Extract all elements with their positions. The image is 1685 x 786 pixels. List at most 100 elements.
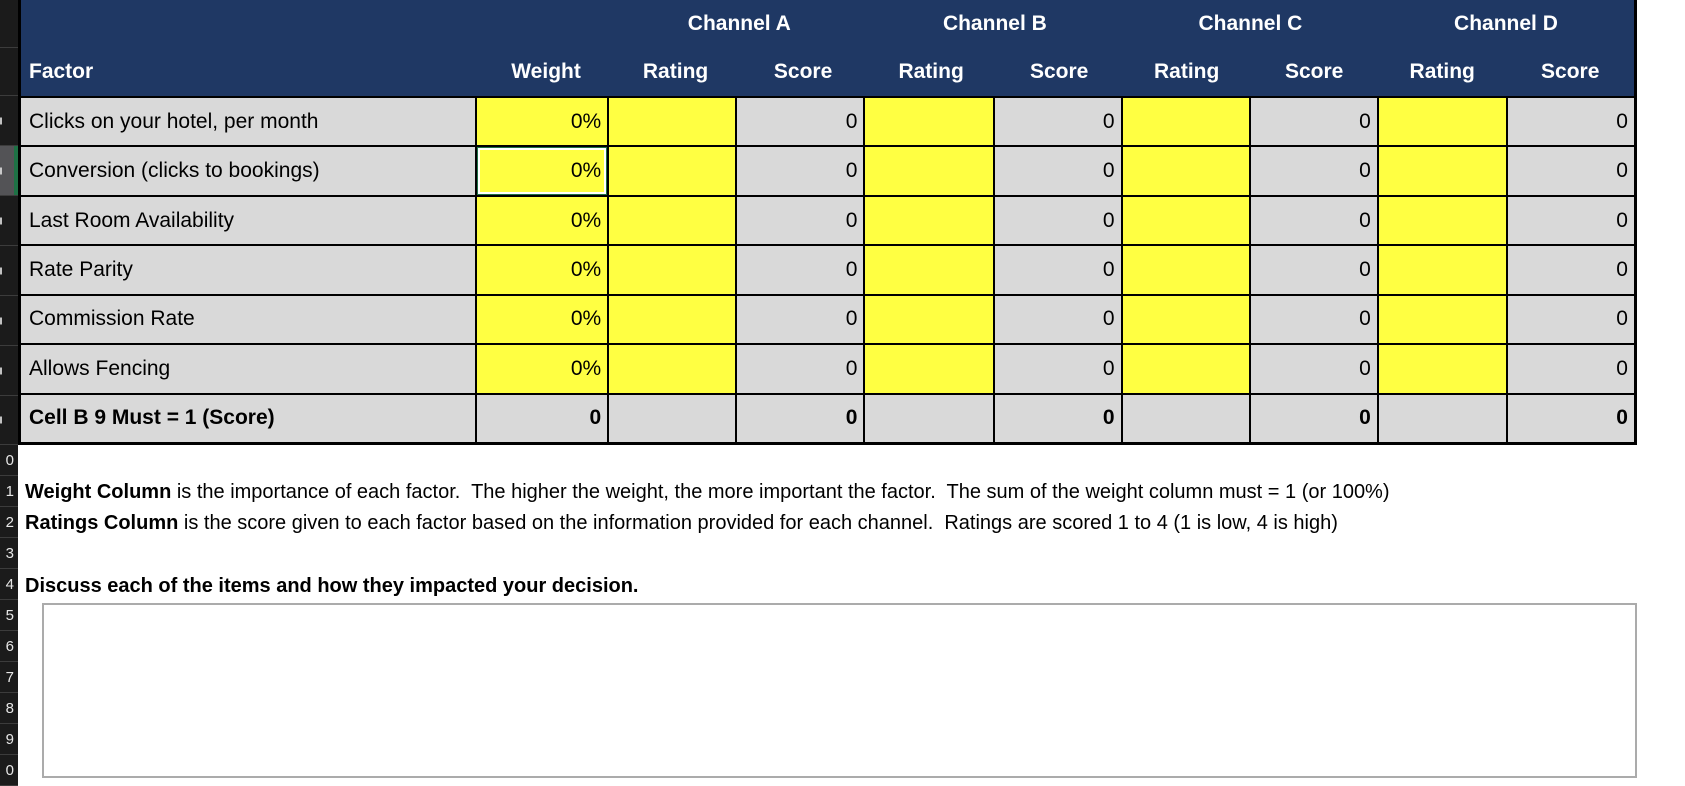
rating-cell[interactable] [1378,295,1506,344]
total-score-cell[interactable]: 0 [737,394,864,442]
rating-cell[interactable] [1378,246,1506,294]
factor-cell[interactable]: Last Room Availability [21,196,476,245]
factor-cell[interactable]: Allows Fencing [21,345,476,393]
rating-cell[interactable] [609,196,736,245]
total-rating-cell[interactable] [609,394,736,442]
score-cell[interactable]: 0 [1507,98,1634,146]
score-cell[interactable]: 0 [994,345,1121,393]
weight-cell[interactable]: 0% [477,196,608,245]
rating-column-header[interactable]: Rating [1409,60,1475,83]
row-header[interactable]: 7 [0,662,18,693]
total-rating-cell[interactable] [1378,394,1506,442]
row-header[interactable]: 0 [0,445,18,476]
rating-column-header[interactable]: Rating [642,60,709,83]
rating-cell[interactable] [1378,98,1506,146]
header-blank-cell[interactable] [21,0,612,48]
rating-cell[interactable] [1378,196,1506,245]
score-cell[interactable]: 0 [994,196,1121,245]
row-header[interactable] [0,346,18,396]
weight-cell[interactable]: 0% [477,246,608,294]
factor-cell[interactable]: Commission Rate [21,295,476,344]
score-column-header[interactable]: Score [1029,60,1089,83]
score-cell[interactable]: 0 [1250,295,1377,344]
score-cell[interactable]: 0 [994,98,1121,146]
row-header[interactable] [0,296,18,346]
rating-cell[interactable] [609,246,736,294]
total-rating-cell[interactable] [865,394,993,442]
total-score-cell[interactable]: 0 [1507,394,1634,442]
score-cell[interactable]: 0 [737,345,864,393]
rating-cell[interactable] [609,147,736,195]
weight-cell[interactable]: 0% [477,295,608,344]
rating-cell[interactable] [609,98,736,146]
total-weight-cell[interactable]: 0 [477,394,608,442]
rating-cell[interactable] [865,345,993,393]
score-cell[interactable]: 0 [994,295,1121,344]
factor-cell[interactable]: Clicks on your hotel, per month [21,98,476,146]
rating-cell[interactable] [1122,196,1249,245]
discussion-textbox[interactable] [42,603,1637,778]
row-header[interactable] [0,196,18,246]
factor-cell[interactable]: Rate Parity [21,246,476,294]
score-cell[interactable]: 0 [737,98,864,146]
rating-cell[interactable] [865,147,993,195]
rating-cell[interactable] [1378,345,1506,393]
row-header[interactable]: 4 [0,569,18,600]
channel-a-header[interactable]: Channel A [687,12,791,35]
rating-cell[interactable] [1122,246,1249,294]
rating-cell[interactable] [1122,147,1249,195]
score-cell[interactable]: 0 [994,246,1121,294]
rating-cell[interactable] [865,246,993,294]
factor-column-header[interactable]: Factor [29,60,94,83]
weight-cell[interactable]: 0% [477,345,608,393]
score-cell[interactable]: 0 [737,147,864,195]
row-header[interactable] [0,96,18,146]
rating-cell[interactable] [865,295,993,344]
rating-cell[interactable] [1122,345,1249,393]
score-cell[interactable]: 0 [1507,345,1634,393]
score-cell[interactable]: 0 [994,147,1121,195]
row-header[interactable]: 0 [0,755,18,786]
rating-cell[interactable] [865,98,993,146]
score-cell[interactable]: 0 [1250,345,1377,393]
score-cell[interactable]: 0 [1507,196,1634,245]
weight-column-header[interactable]: Weight [511,60,581,83]
score-cell[interactable]: 0 [1507,246,1634,294]
row-header[interactable]: 9 [0,724,18,755]
score-cell[interactable]: 0 [737,295,864,344]
row-header[interactable]: 2 [0,507,18,538]
row-header[interactable]: 1 [0,476,18,507]
channel-d-header[interactable]: Channel D [1454,12,1558,35]
score-cell[interactable]: 0 [1250,196,1377,245]
row-header[interactable] [0,48,18,96]
row-header[interactable] [0,0,18,48]
row-header[interactable] [0,396,18,445]
weight-cell[interactable]: 0% [477,98,608,146]
rating-column-header[interactable]: Rating [898,60,964,83]
row-header[interactable]: 5 [0,600,18,631]
score-cell[interactable]: 0 [1507,295,1634,344]
rating-cell[interactable] [609,345,736,393]
row-header[interactable] [0,246,18,296]
score-cell[interactable]: 0 [737,196,864,245]
score-cell[interactable]: 0 [1250,147,1377,195]
channel-b-header[interactable]: Channel B [942,12,1047,35]
rating-cell[interactable] [1122,295,1249,344]
score-column-header[interactable]: Score [773,60,833,83]
row-header-selected[interactable] [0,146,18,196]
score-cell[interactable]: 0 [1250,98,1377,146]
rating-column-header[interactable]: Rating [1153,60,1220,83]
total-row-label-cell[interactable]: Cell B 9 Must = 1 (Score) [21,394,476,442]
rating-cell[interactable] [1378,147,1506,195]
row-header[interactable]: 6 [0,631,18,662]
factor-cell[interactable]: Conversion (clicks to bookings) [21,147,476,195]
score-cell[interactable]: 0 [737,246,864,294]
score-cell[interactable]: 0 [1250,246,1377,294]
total-rating-cell[interactable] [1122,394,1249,442]
score-column-header[interactable]: Score [1541,60,1600,83]
rating-cell[interactable] [865,196,993,245]
selected-weight-cell[interactable]: 0% [477,147,608,195]
score-cell[interactable]: 0 [1507,147,1634,195]
channel-c-header[interactable]: Channel C [1198,12,1303,35]
row-header[interactable]: 3 [0,538,18,569]
